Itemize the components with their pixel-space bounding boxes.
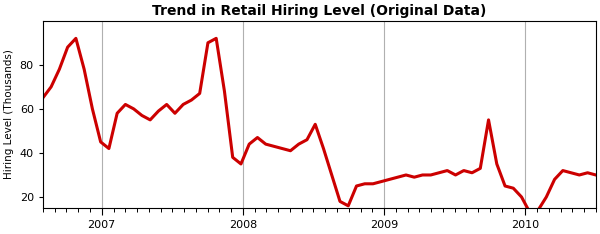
Y-axis label: Hiring Level (Thousands): Hiring Level (Thousands) <box>4 49 14 179</box>
Title: Trend in Retail Hiring Level (Original Data): Trend in Retail Hiring Level (Original D… <box>152 4 487 18</box>
